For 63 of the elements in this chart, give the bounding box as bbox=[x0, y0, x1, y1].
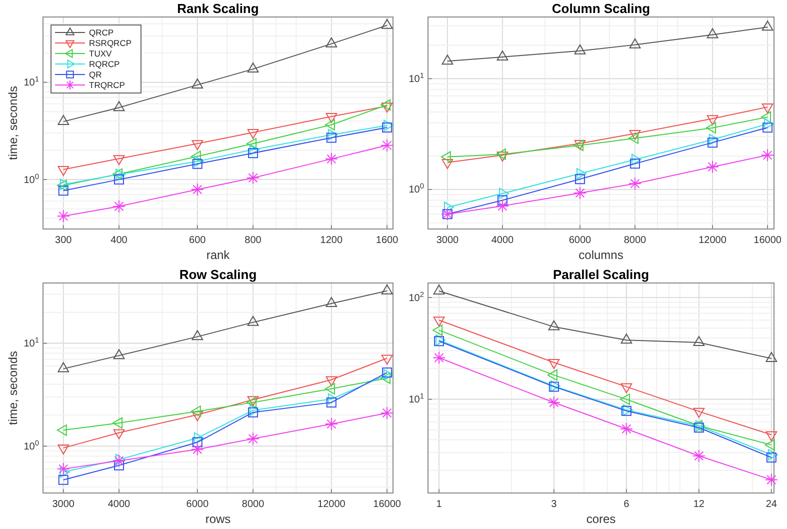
x-tick-label: 1200 bbox=[320, 235, 343, 246]
legend-label: QR bbox=[89, 70, 102, 80]
y-tick-label: 10$^{1}$ bbox=[24, 335, 39, 350]
x-tick-label: 600 bbox=[189, 235, 206, 246]
y-tick-label: 10$^{1}$ bbox=[24, 74, 39, 89]
x-tick-label: 12000 bbox=[318, 499, 346, 510]
x-tick-label: 12000 bbox=[698, 235, 727, 246]
point bbox=[620, 422, 633, 436]
x-tick-label: 800 bbox=[244, 235, 262, 246]
y-axis-title: time, seconds bbox=[6, 86, 20, 160]
point bbox=[766, 452, 776, 462]
x-axis-title: columns bbox=[578, 248, 624, 262]
x-tick-label: 4000 bbox=[108, 499, 131, 510]
y-tick-label: 10$^{0}$ bbox=[408, 181, 424, 196]
x-tick-label: 8000 bbox=[624, 235, 647, 246]
point bbox=[766, 352, 778, 362]
x-tick-label: 16000 bbox=[373, 499, 402, 510]
x-axis-title: cores bbox=[586, 512, 616, 526]
x-tick-label: 3000 bbox=[436, 235, 459, 246]
y-tick-label: 10$^{0}$ bbox=[24, 438, 39, 452]
point bbox=[620, 394, 630, 405]
point bbox=[693, 336, 705, 346]
x-tick-label: 1 bbox=[436, 499, 442, 510]
y-tick-label: 10$^{0}$ bbox=[24, 171, 39, 186]
y-tick-label: 10$^{1}$ bbox=[408, 391, 424, 406]
point bbox=[548, 320, 560, 330]
x-tick-label: 1600 bbox=[376, 235, 399, 246]
x-tick-label: 16000 bbox=[754, 235, 782, 246]
legend-label: QRCP bbox=[89, 28, 114, 38]
y-tick-label: 10$^{2}$ bbox=[408, 289, 424, 304]
x-tick-label: 300 bbox=[55, 235, 72, 246]
x-axis-title: rows bbox=[205, 512, 231, 526]
point bbox=[768, 449, 778, 460]
x-tick-label: 12 bbox=[693, 499, 705, 510]
x-tick-label: 6000 bbox=[186, 499, 209, 510]
y-axis-title: time, seconds bbox=[6, 350, 20, 426]
chart-title: Column Scaling bbox=[552, 1, 650, 16]
point bbox=[693, 408, 705, 418]
legend-label: RQRCP bbox=[89, 59, 120, 69]
x-tick-label: 8000 bbox=[242, 499, 265, 510]
point bbox=[695, 420, 706, 432]
chart-title: Row Scaling bbox=[179, 267, 257, 282]
legend-label: RSRQRCP bbox=[89, 38, 132, 48]
x-tick-label: 3 bbox=[551, 499, 558, 510]
point bbox=[766, 431, 778, 442]
y-tick-label: 10$^{1}$ bbox=[408, 70, 424, 85]
point bbox=[547, 396, 560, 410]
x-tick-label: 24 bbox=[766, 499, 778, 510]
point bbox=[764, 473, 778, 486]
x-tick-label: 3000 bbox=[52, 499, 75, 510]
x-tick-label: 6 bbox=[624, 499, 630, 510]
x-tick-label: 6000 bbox=[568, 235, 592, 246]
x-tick-label: 400 bbox=[110, 235, 128, 246]
x-axis-title: rank bbox=[206, 248, 231, 262]
point bbox=[694, 422, 704, 433]
chart-title: Rank Scaling bbox=[177, 1, 259, 16]
chart-title: Parallel Scaling bbox=[552, 267, 650, 282]
point bbox=[692, 449, 706, 462]
legend-label: TRQRCP bbox=[89, 80, 126, 90]
legend-label: TUXV bbox=[89, 48, 112, 58]
point bbox=[547, 369, 558, 381]
point bbox=[620, 334, 632, 344]
x-tick-label: 4000 bbox=[491, 235, 514, 246]
